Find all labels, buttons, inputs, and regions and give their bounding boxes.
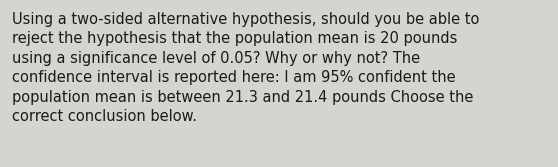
Text: Using a two-sided alternative hypothesis, should you be able to
reject the hypot: Using a two-sided alternative hypothesis… [12,12,480,124]
